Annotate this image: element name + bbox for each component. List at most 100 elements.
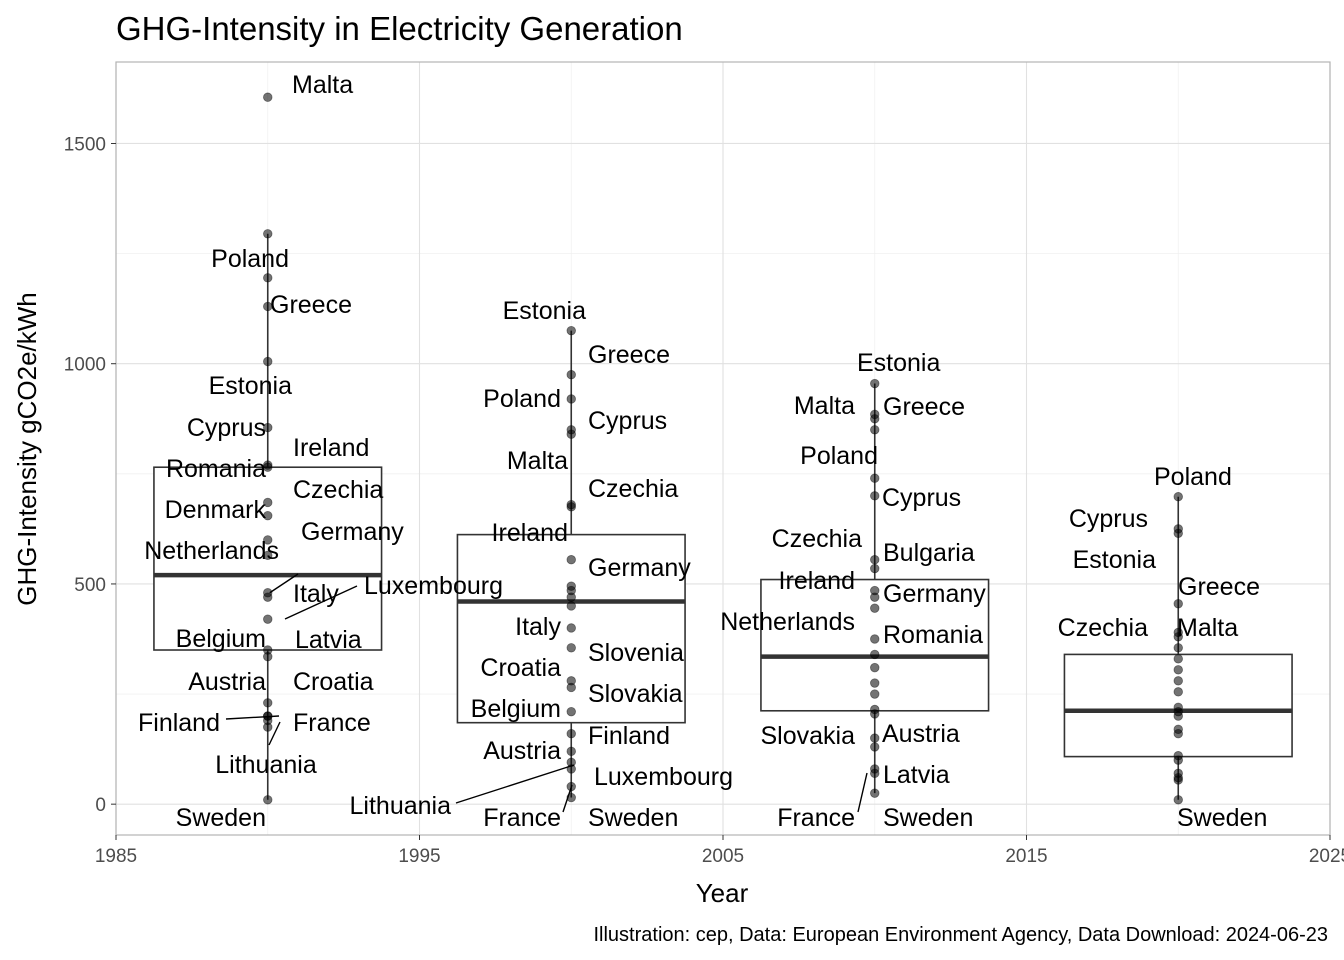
point-label-romania: Romania [883, 621, 983, 649]
data-point [1173, 632, 1183, 642]
data-point [1173, 643, 1183, 653]
point-label-greece: Greece [1178, 573, 1260, 601]
data-point [566, 682, 576, 693]
point-label-slovakia: Slovakia [761, 722, 856, 750]
point-label-france: France [293, 709, 371, 737]
label-leader-line [455, 764, 575, 804]
point-label-czechia: Czechia [588, 475, 678, 503]
data-point [566, 643, 576, 653]
point-label-france: France [777, 804, 855, 832]
data-point [566, 555, 576, 565]
point-label-greece: Greece [883, 393, 965, 421]
point-label-poland: Poland [800, 442, 878, 470]
point-label-estonia: Estonia [209, 372, 292, 400]
chart-title: GHG-Intensity in Electricity Generation [116, 10, 683, 47]
point-label-slovakia: Slovakia [588, 680, 683, 708]
point-label-latvia: Latvia [295, 626, 362, 654]
point-label-finland: Finland [588, 722, 670, 750]
data-point [870, 378, 880, 389]
data-point [870, 678, 880, 688]
x-tick-label: 2005 [702, 846, 744, 867]
data-point [870, 555, 880, 565]
y-tick-label: 0 [95, 795, 106, 816]
data-point [1173, 755, 1183, 765]
point-label-greece: Greece [588, 341, 670, 369]
point-label-france: France [483, 804, 561, 832]
label-leader-line [225, 715, 280, 720]
data-point [566, 394, 576, 404]
point-label-belgium: Belgium [176, 625, 266, 653]
point-label-germany: Germany [588, 554, 691, 582]
data-point [1173, 665, 1183, 675]
point-label-malta: Malta [794, 392, 855, 420]
data-point [870, 649, 880, 660]
data-point [263, 510, 273, 521]
point-label-austria: Austria [188, 668, 266, 696]
point-label-bulgaria: Bulgaria [883, 539, 975, 567]
data-point [566, 425, 576, 435]
data-point [870, 768, 880, 779]
point-label-estonia: Estonia [1073, 546, 1156, 574]
data-point [870, 603, 880, 613]
data-point [263, 535, 273, 545]
point-label-malta: Malta [1177, 614, 1238, 642]
data-point [566, 502, 576, 512]
data-point [263, 722, 273, 732]
box-2010 [760, 578, 990, 712]
data-point [1173, 492, 1183, 502]
data-point [870, 709, 880, 719]
point-label-croatia: Croatia [293, 668, 374, 696]
data-point [263, 422, 273, 433]
point-label-sweden: Sweden [588, 804, 678, 832]
data-point [263, 301, 273, 312]
label-leader-line [857, 772, 868, 813]
point-label-czechia: Czechia [1058, 614, 1148, 642]
data-point [1173, 795, 1183, 805]
data-point [566, 592, 576, 602]
point-label-germany: Germany [883, 580, 986, 608]
point-label-cyprus: Cyprus [882, 484, 961, 512]
point-label-italy: Italy [293, 580, 339, 608]
y-tick-label: 500 [74, 575, 106, 596]
point-label-latvia: Latvia [883, 761, 950, 789]
point-label-sweden: Sweden [176, 804, 266, 832]
point-label-ireland: Ireland [492, 519, 568, 547]
data-point [870, 788, 880, 798]
data-point [263, 92, 273, 102]
data-point [1173, 599, 1183, 609]
data-point [870, 425, 880, 435]
point-label-malta: Malta [507, 447, 568, 475]
data-point [566, 706, 576, 717]
data-point [566, 623, 576, 633]
point-label-austria: Austria [483, 737, 561, 765]
x-axis-label: Year [696, 878, 749, 908]
y-axis-label: GHG-Intensity gCO2e/kWh [12, 292, 42, 606]
data-point [1173, 528, 1183, 538]
point-label-romania: Romania [166, 455, 266, 483]
data-point [1173, 676, 1183, 686]
chart-caption: Illustration: cep, Data: European Enviro… [593, 924, 1328, 946]
point-label-austria: Austria [882, 720, 960, 748]
data-point [870, 634, 880, 644]
data-point [1173, 687, 1183, 697]
data-point [263, 795, 273, 805]
point-label-greece: Greece [270, 291, 352, 319]
data-point [263, 273, 273, 283]
y-axis-ticks: 0 500 1000 1500 [64, 134, 116, 816]
x-tick-label: 2015 [1005, 846, 1047, 867]
label-leader-line [268, 721, 281, 746]
point-label-belgium: Belgium [471, 695, 561, 723]
point-label-estonia: Estonia [503, 297, 586, 325]
point-label-slovenia: Slovenia [588, 639, 684, 667]
point-label-estonia: Estonia [857, 349, 940, 377]
x-tick-label: 1995 [398, 846, 440, 867]
data-point [263, 592, 273, 602]
point-label-sweden: Sweden [883, 804, 973, 832]
data-point [1173, 775, 1183, 785]
data-point [566, 601, 576, 611]
point-label-czechia: Czechia [293, 476, 383, 504]
point-label-cyprus: Cyprus [1069, 505, 1148, 533]
data-point [870, 689, 880, 699]
x-tick-label: 1985 [95, 846, 137, 867]
